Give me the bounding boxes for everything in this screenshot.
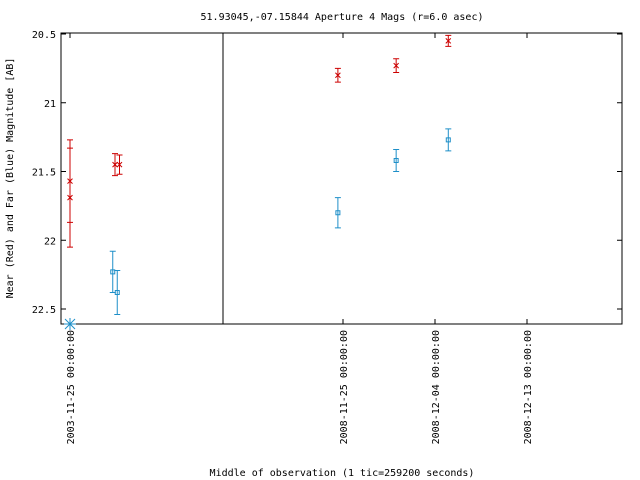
x-marker-stroke [445, 38, 452, 44]
red-point [445, 34, 452, 47]
chart-title: 51.93045,-07.15844 Aperture 4 Mags (r=6.… [201, 12, 484, 23]
x-tick-label: 2008-12-13 00:00:00 [523, 330, 534, 444]
red-point [67, 147, 73, 248]
y-tick-label: 22.5 [32, 305, 56, 316]
x-tick-label: 2008-12-04 00:00:00 [431, 330, 442, 444]
y-tick-label: 20.5 [32, 30, 56, 41]
blue-point [109, 250, 116, 293]
y-tick-label: 22 [44, 236, 56, 247]
x-marker-stroke [116, 161, 123, 168]
x-marker-stroke [67, 194, 73, 201]
x-marker-stroke [393, 62, 400, 69]
y-axis-label: Near (Red) and Far (Blue) Magnitude [AB] [5, 58, 16, 299]
square-marker [335, 210, 341, 216]
square-marker [110, 269, 116, 275]
red-point [116, 154, 123, 175]
square-marker [393, 158, 399, 163]
square-marker [445, 137, 451, 143]
x-marker-stroke [112, 161, 118, 168]
red-point [112, 153, 118, 177]
x-axis-ticks: 2003-11-25 00:00:00 2008-11-25 00:00:00 20… [66, 33, 534, 444]
blue-point [445, 128, 452, 152]
y-tick-label: 21.5 [32, 168, 56, 179]
square-marker [114, 290, 120, 295]
red-point [334, 67, 341, 83]
blue-point [334, 197, 341, 229]
blue-point [393, 149, 400, 172]
x-tick-label: 2003-11-25 00:00:00 [66, 330, 77, 444]
blue-point [114, 270, 121, 315]
x-axis-label: Middle of observation (1 tic=259200 seco… [210, 468, 475, 479]
y-tick-label: 21 [44, 99, 56, 110]
y-axis-ticks: 20.5 21 21.5 22 22.5 [32, 30, 622, 316]
upper-limit-marker [64, 318, 76, 330]
red-point [393, 58, 400, 73]
data-marks [64, 34, 452, 330]
x-tick-label: 2008-11-25 00:00:00 [339, 330, 350, 444]
x-marker-stroke [335, 72, 341, 79]
plot-frame [60, 32, 623, 325]
